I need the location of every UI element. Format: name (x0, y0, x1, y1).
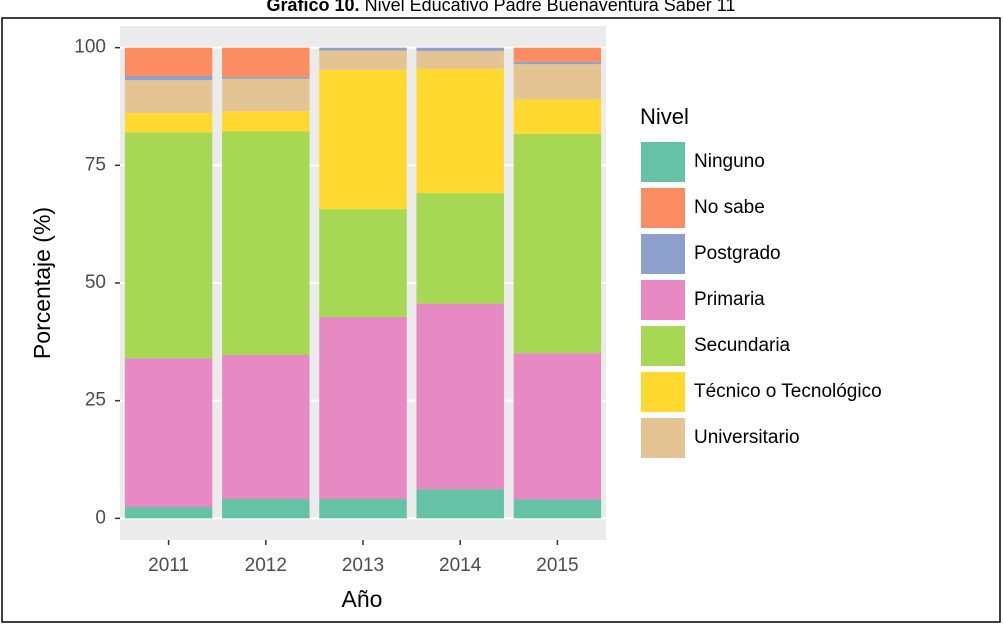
legend-label: Universitario (694, 427, 800, 448)
x-tick-label: 2013 (342, 555, 384, 576)
x-axis-title: Año (342, 586, 383, 612)
chart-title: Gráfico 10. Nivel Educativo Padre Buenav… (267, 0, 736, 15)
bar-segment (416, 68, 504, 194)
bar-segment (222, 78, 310, 112)
bar-segment (124, 132, 213, 359)
bar-segment (222, 76, 310, 79)
y-tick-label: 100 (74, 37, 106, 58)
title-text: Nivel Educativo Padre Buenaventura Saber… (365, 0, 736, 15)
bar-segment (222, 131, 310, 356)
x-tick-label: 2012 (245, 555, 287, 576)
x-tick-label: 2015 (536, 555, 578, 576)
bar-segment (124, 75, 213, 81)
bar-segment (124, 507, 213, 519)
bar-segment (319, 50, 407, 70)
legend-key (639, 278, 687, 322)
legend-label: Primaria (694, 289, 765, 310)
y-axis-title: Porcentaje (%) (29, 207, 55, 359)
legend-key (639, 232, 687, 276)
x-tick-label: 2014 (439, 555, 482, 576)
bar-segment (319, 499, 407, 519)
bar-segment (124, 358, 213, 508)
bar-segment (124, 80, 213, 114)
legend-label: No sabe (694, 197, 765, 218)
bar-segment (124, 47, 213, 76)
bar-segment (319, 47, 407, 51)
y-tick-label: 50 (85, 272, 106, 293)
bar-segment (416, 193, 504, 304)
bar-segment (319, 316, 407, 500)
legend-label: Técnico o Tecnológico (694, 381, 882, 402)
bar-segment (416, 47, 504, 51)
legend-key (639, 140, 687, 184)
legend-key (639, 370, 687, 414)
y-tick-label: 0 (95, 507, 106, 528)
bar-segment (416, 50, 504, 69)
bar-segment (222, 355, 310, 500)
bar-segment (513, 64, 602, 100)
bar-segment (513, 61, 602, 65)
y-tick-label: 75 (85, 154, 106, 175)
bar-segment (319, 69, 407, 210)
bar-segment (222, 47, 310, 77)
legend-title: Nivel (640, 104, 689, 129)
legend-key (639, 186, 687, 230)
bar-segment (222, 499, 310, 519)
legend-label: Ninguno (694, 151, 765, 172)
bar-segment (416, 303, 504, 490)
bar-segment (513, 353, 602, 500)
bar-segment (124, 113, 213, 133)
frame (1, 17, 1001, 623)
bar-segment (513, 133, 602, 354)
y-tick-label: 25 (85, 390, 106, 411)
x-tick-label: 2011 (148, 555, 189, 576)
legend-key (639, 324, 687, 368)
bar-segment (513, 47, 602, 62)
legend-label: Secundaria (694, 335, 791, 356)
bar-segment (416, 489, 504, 519)
bar-segment (319, 209, 407, 317)
bar-segment (513, 499, 602, 519)
bar-segment (222, 111, 310, 132)
legend-label: Postgrado (694, 243, 781, 264)
bar-segment (513, 99, 602, 134)
legend-key (639, 416, 687, 460)
title-label: Gráfico 10. (267, 0, 360, 15)
